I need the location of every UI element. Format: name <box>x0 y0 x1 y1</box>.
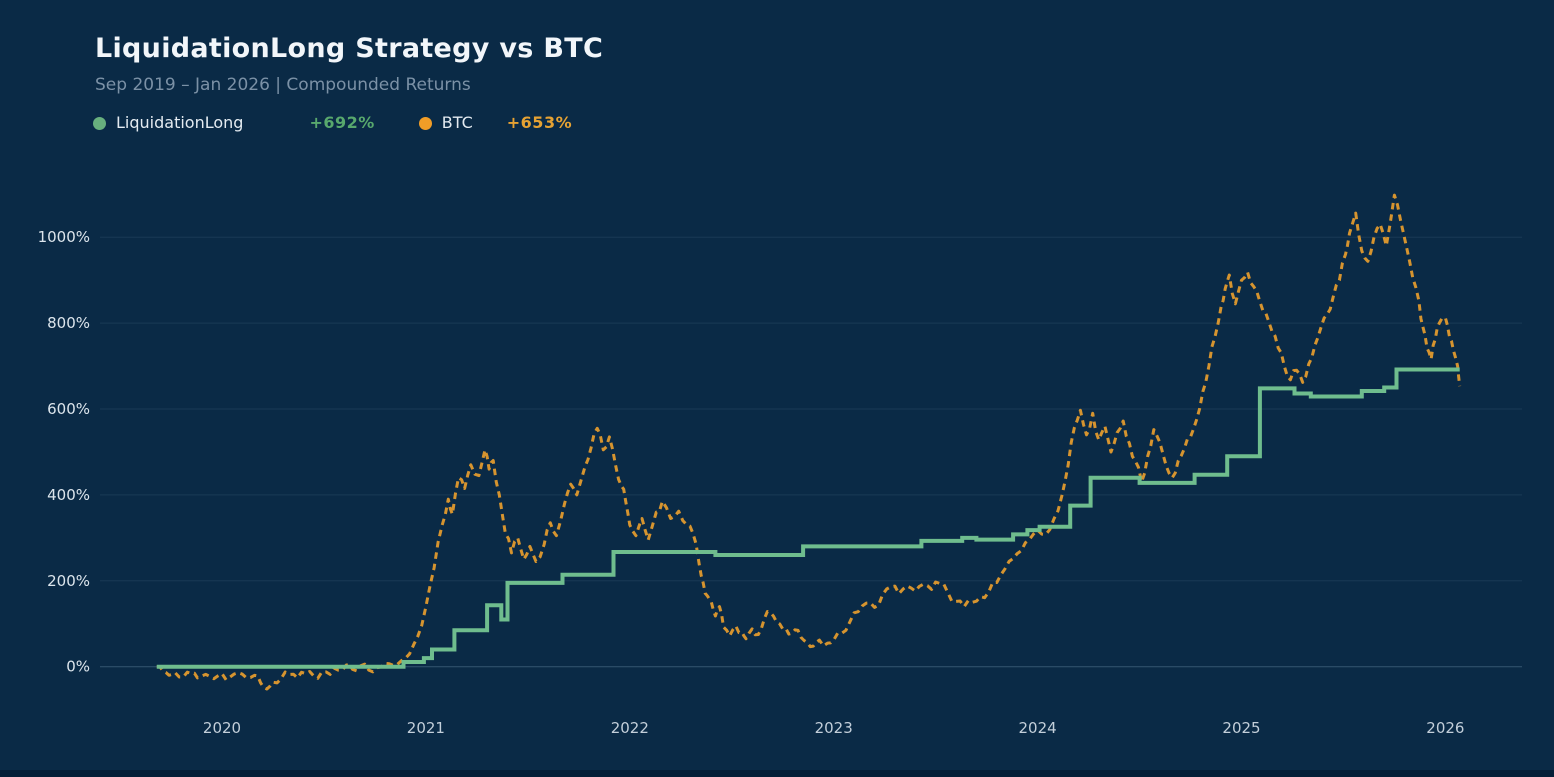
legend: LiquidationLong +692% BTC +653% <box>93 115 572 131</box>
x-axis-tick-label: 2020 <box>203 719 241 737</box>
x-axis-tick-label: 2024 <box>1019 719 1057 737</box>
liquidationlong-series-line <box>156 367 1460 669</box>
legend-label-btc: BTC <box>441 113 473 132</box>
liquidationlong-swatch-icon <box>93 116 106 130</box>
y-axis-tick-label: 0% <box>66 658 90 676</box>
y-axis-tick-label: 600% <box>47 400 90 418</box>
y-axis-tick-label: 1000% <box>38 228 90 246</box>
x-axis-tick-label: 2026 <box>1426 719 1464 737</box>
x-axis-tick-label: 2023 <box>815 719 853 737</box>
y-axis-tick-label: 400% <box>47 486 90 504</box>
btc-swatch-icon <box>418 116 432 130</box>
chart-subtitle: Sep 2019 – Jan 2026 | Compounded Returns <box>95 75 471 95</box>
legend-label-liquidationlong: LiquidationLong <box>116 113 244 132</box>
y-axis-tick-label: 800% <box>47 314 90 332</box>
liquidationlong-return-value: +692% <box>309 113 375 132</box>
x-axis-tick-label: 2021 <box>407 719 445 737</box>
btc-return-value: +653% <box>506 113 573 132</box>
panel-bottom-edge <box>0 770 1554 777</box>
y-axis-tick-label: 200% <box>47 572 90 590</box>
chart-title: LiquidationLong Strategy vs BTC <box>95 33 604 64</box>
x-axis-tick-label: 2022 <box>611 719 649 737</box>
btc-series-line <box>156 193 1462 691</box>
x-axis-tick-label: 2025 <box>1222 719 1260 737</box>
